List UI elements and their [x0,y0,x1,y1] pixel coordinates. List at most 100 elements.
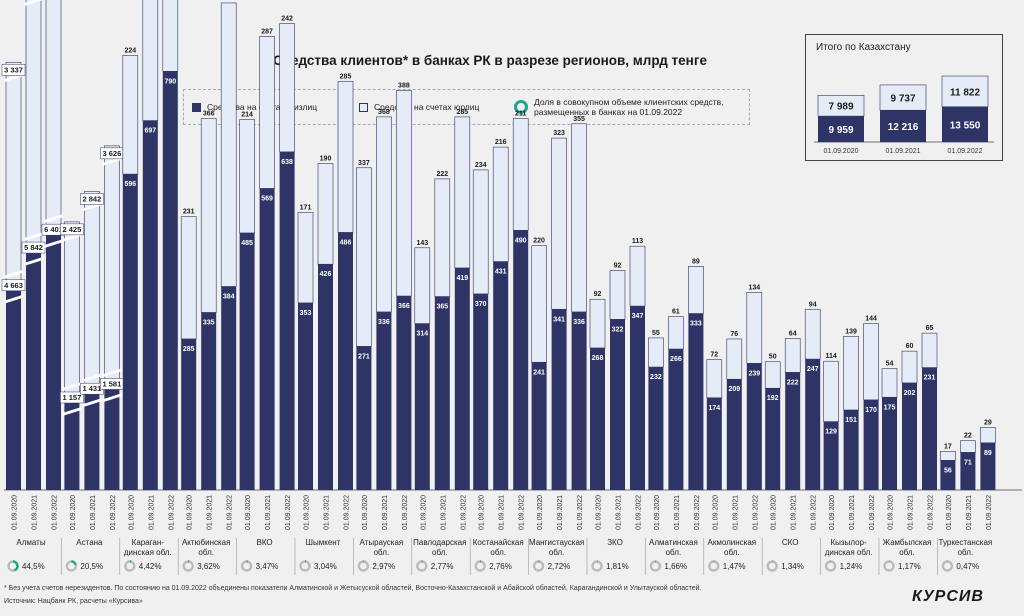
bar-legal-2-1 [142,0,159,121]
bar-individuals-1-0 [64,402,80,490]
value-legal-15-1: 60 [906,343,914,350]
share-ring-13 [766,560,778,572]
region-name-14-1: динская обл. [825,548,873,557]
value-individuals-15-1: 202 [904,390,916,397]
date-label-13-0: 01.09.2020 [771,495,778,530]
value-legal-9-0: 220 [533,238,545,245]
share-ring-bg-2 [124,560,136,572]
date-label-11-2: 01.09.2022 [694,495,701,530]
bar-individuals-11-2 [688,313,704,490]
share-label-16: 0,47% [956,562,979,571]
break-mark-0-1-0 [24,232,43,242]
bar-legal-2-0 [122,55,139,175]
value-individuals-10-1: 322 [612,326,624,333]
value-legal-14-1: 139 [845,328,857,335]
share-label-10: 1,81% [606,562,629,571]
kursiv-logo: КУРСИВ [912,588,984,605]
value-legal-3-0: 231 [183,209,195,216]
region-name-11-1: обл. [666,548,682,557]
break-mark-0-1-1 [24,0,43,7]
bar-individuals-13-2 [805,359,821,490]
share-ring-3 [182,560,194,572]
date-label-16-2: 01.09.2022 [986,495,993,530]
value-legal-4-0: 214 [241,112,253,119]
bar-legal-11-2 [688,266,704,314]
share-label-7: 2,77% [431,562,454,571]
value-individuals-14-2: 170 [865,407,877,414]
date-label-10-1: 01.09.2021 [616,495,623,530]
date-label-10-2: 01.09.2022 [636,495,643,530]
date-label-15-1: 01.09.2021 [908,495,915,530]
value-individuals-11-2: 333 [690,321,702,328]
value-legal-10-1: 92 [614,263,622,270]
date-label-2-0: 01.09.2020 [128,495,135,530]
value-individuals-11-1: 266 [670,356,682,363]
bar-individuals-0-2 [46,235,61,490]
share-ring-bg-9 [532,560,545,572]
region-name-6-1: обл. [374,548,390,557]
value-individuals-13-1: 222 [787,379,799,386]
total-chart: 9 959 7 989 01.09.2020 12 216 9 737 01.09.202… [814,75,994,155]
bar-individuals-11-0 [648,367,664,490]
bar-legal-3-1 [200,118,217,313]
bar-legal-15-0 [881,368,898,398]
legend-share-text: Доля в совокупном объеме клиентских сред… [534,97,724,117]
break-mark-0-0-0 [4,269,23,279]
share-label-2: 4,42% [139,562,162,571]
value-legal-1-1: 2 842 [83,194,102,203]
share-ring-bg-12 [708,560,720,572]
bar-individuals-7-1 [434,296,450,490]
date-label-2-1: 01.09.2021 [148,495,155,530]
bar-individuals-15-0 [882,397,897,490]
date-label-2-2: 01.09.2022 [168,495,175,530]
date-label-12-0: 01.09.2020 [712,495,719,530]
bar-legal-10-0 [589,298,606,349]
date-label-11-1: 01.09.2021 [674,495,681,530]
label-box-individuals-0-0 [1,279,26,292]
bar-individuals-4-2 [279,151,295,491]
region-name-16-0: Туркестанская [939,538,993,547]
region-name-13-0: СКО [782,538,799,547]
value-legal-5-2: 285 [340,73,352,80]
bar-legal-5-2 [337,81,354,233]
total-value-legal-1: 9 737 [890,94,915,105]
share-label-4: 3,47% [256,562,279,571]
region-name-15-0: Жамбылская [883,538,932,547]
region-name-9-1: обл. [549,548,565,557]
bar-individuals-5-2 [338,232,353,491]
share-ring-15 [883,560,895,572]
bar-legal-16-1 [960,440,976,453]
value-legal-13-2: 94 [809,301,817,308]
share-ring-bg-11 [649,560,662,572]
value-individuals-10-2: 347 [632,313,644,320]
bar-individuals-3-0 [181,338,197,490]
bar-legal-8-1 [492,146,509,262]
value-individuals-9-0: 241 [533,369,545,376]
value-individuals-8-1: 431 [495,269,507,276]
footnote: * Без учета счетов нерезидентов. По сост… [4,585,702,592]
share-label-14: 1,24% [840,562,863,571]
bar-legal-0-1 [25,0,42,254]
break-mark-1-1-0 [82,373,102,383]
bar-legal-9-1 [551,137,567,310]
share-ring-bg-8 [474,560,486,572]
date-label-15-2: 01.09.2022 [928,495,935,530]
value-individuals-6-0: 271 [358,353,370,360]
value-legal-12-0: 72 [710,352,718,359]
date-label-5-1: 01.09.2021 [324,495,331,530]
value-legal-9-2: 355 [573,116,585,123]
share-ring-bg-14 [824,560,837,572]
bar-individuals-5-1 [318,264,333,490]
date-label-15-0: 01.09.2020 [888,495,895,530]
share-label-6: 2,97% [372,562,395,571]
total-value-individuals-0: 9 959 [828,125,853,136]
value-individuals-9-1: 341 [553,316,565,323]
date-label-4-1: 01.09.2021 [265,495,272,530]
bar-legal-10-1 [609,270,626,320]
share-ring-1 [65,560,78,572]
bar-legal-9-0 [531,245,547,363]
share-label-5: 3,04% [314,562,337,571]
value-individuals-16-0: 56 [944,467,952,474]
date-label-4-0: 01.09.2020 [245,495,252,530]
bar-individuals-7-2 [454,267,470,490]
